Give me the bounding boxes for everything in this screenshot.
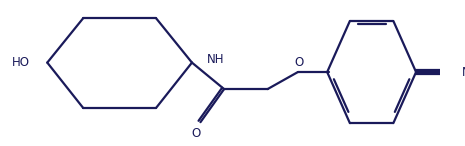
Text: NH: NH [207, 53, 225, 66]
Text: HO: HO [12, 56, 30, 69]
Text: O: O [294, 56, 304, 69]
Text: N: N [461, 66, 465, 79]
Text: O: O [191, 127, 200, 140]
